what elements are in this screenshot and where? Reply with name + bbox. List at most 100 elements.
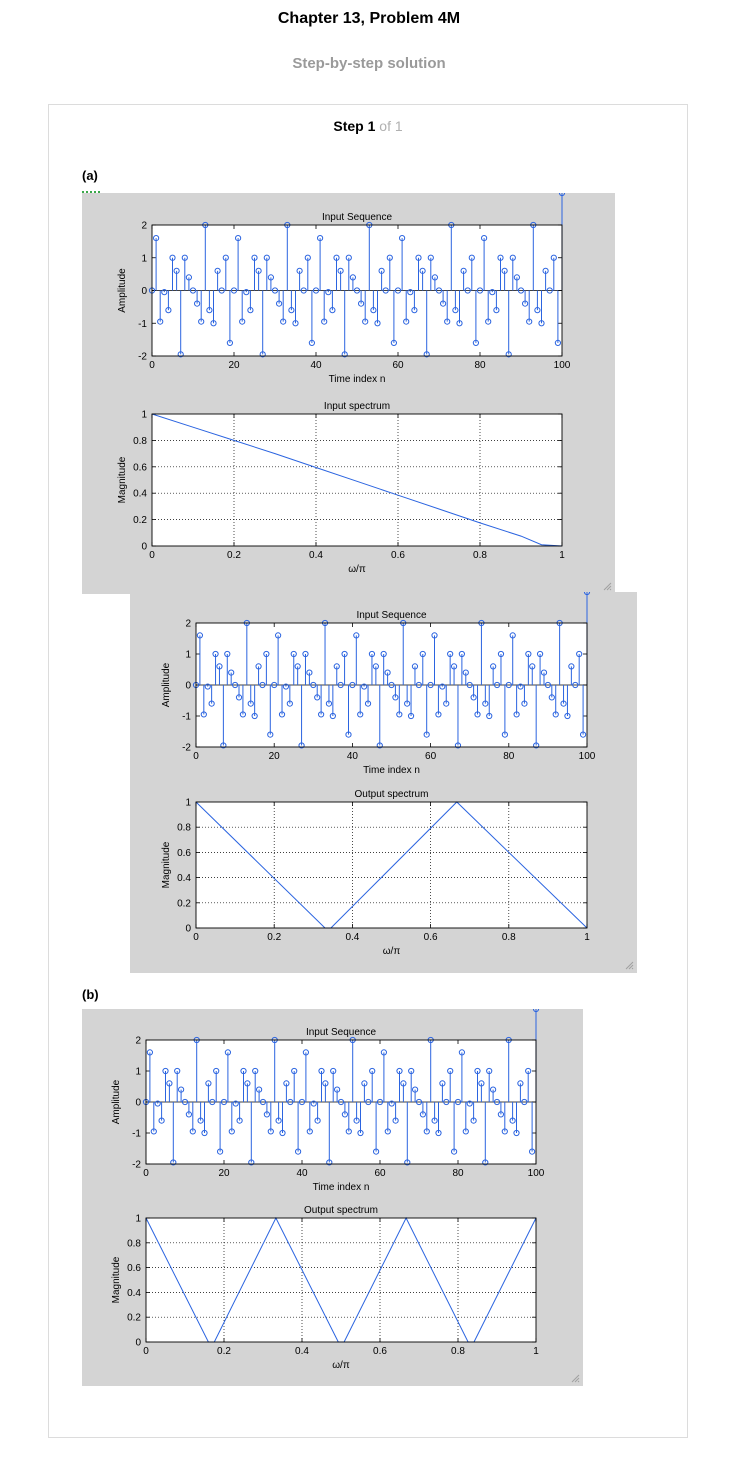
stem-marker <box>564 712 571 720</box>
tick-label-y: -2 <box>182 743 191 754</box>
stem-marker <box>263 254 270 261</box>
stem-marker <box>321 318 328 325</box>
tick-label-y: 0.6 <box>133 462 147 473</box>
stem-marker <box>552 711 559 718</box>
stem-marker <box>493 681 501 689</box>
stem-marker <box>419 1111 426 1118</box>
stem-marker <box>306 1128 313 1135</box>
tick-label-y: -1 <box>132 1129 141 1140</box>
stem-marker <box>568 663 575 670</box>
stem-marker <box>251 254 258 261</box>
stem-marker <box>447 1067 454 1075</box>
stem-marker <box>444 318 451 325</box>
stem-marker <box>572 681 579 689</box>
stem-marker <box>310 1100 317 1107</box>
axes-4: 0 20 40 60 80 100 -2 -1 0 1 2 Input Sequence Time in… <box>111 1009 545 1193</box>
step-number: 1 <box>367 118 376 134</box>
stem-marker <box>583 592 591 596</box>
tick-label-y: 0 <box>135 1098 141 1109</box>
stem-marker <box>322 1080 329 1087</box>
stem-marker <box>361 1080 368 1087</box>
stem-marker <box>358 300 365 307</box>
stem-marker <box>513 711 520 718</box>
stem-marker <box>386 254 393 261</box>
resize-grip-icon[interactable] <box>570 1373 580 1383</box>
tick-label-x: 0 <box>143 1346 149 1357</box>
stem-marker <box>166 1080 173 1087</box>
stem-marker <box>497 254 504 261</box>
tick-label-x: 0 <box>193 751 199 762</box>
stem-marker <box>341 351 348 358</box>
stem-marker <box>306 669 313 676</box>
stem-marker <box>154 1100 161 1107</box>
stem-marker <box>280 318 287 325</box>
stem-marker <box>185 1111 193 1118</box>
tick-label-y: -1 <box>138 319 147 330</box>
stem-marker <box>310 681 317 689</box>
stem-marker <box>174 1067 181 1075</box>
stem-marker <box>439 683 446 690</box>
stem-marker <box>275 632 282 639</box>
stem-marker <box>170 1159 177 1166</box>
stem-marker <box>302 1049 309 1056</box>
figure-a-output: 0 20 40 60 80 100 -2 -1 0 1 2 Input Sequence Time in… <box>130 592 637 973</box>
stem-marker <box>357 1129 364 1137</box>
axes-5: 0 0.2 0.4 0.6 0.8 1 0 0.2 0.4 0.6 0.8 1 Output spect… <box>111 1205 539 1371</box>
tick-label-y: 1 <box>141 253 147 264</box>
tick-label-y: 0 <box>141 286 147 297</box>
tick-label-y: 1 <box>135 1067 141 1078</box>
stem-marker <box>276 300 283 307</box>
tick-label-x: 0 <box>149 360 155 371</box>
tick-label-y: -2 <box>138 352 147 363</box>
resize-grip-icon[interactable] <box>602 581 612 591</box>
tick-label-y: 0 <box>135 1338 141 1349</box>
stem-marker <box>447 650 454 658</box>
page-title: Chapter 13, Problem 4M <box>277 10 461 27</box>
stem-marker <box>505 351 512 358</box>
stem-marker <box>189 1128 196 1135</box>
tick-label-y: 1 <box>185 798 191 809</box>
stem-marker <box>509 1117 516 1124</box>
stem-marker <box>326 1159 333 1166</box>
stem-marker <box>427 254 434 261</box>
stem-marker <box>279 1129 286 1137</box>
chart-title: Input Sequence <box>356 610 426 621</box>
stem-marker <box>271 287 279 294</box>
stem-marker <box>210 320 217 327</box>
step-heading: Step 1 of 1 <box>49 118 687 134</box>
stem-marker <box>298 742 305 749</box>
stem-marker <box>232 1100 239 1107</box>
stem-marker <box>493 307 500 314</box>
tick-label-x: 100 <box>528 1168 545 1179</box>
stem-marker <box>162 1067 169 1075</box>
axes-1: 0 0.2 0.4 0.6 0.8 1 0 0.2 0.4 0.6 0.8 1 Input spectr… <box>117 401 565 575</box>
stem-marker <box>513 1129 520 1137</box>
stem-marker <box>481 235 488 242</box>
stem-marker <box>247 307 254 314</box>
stem-marker <box>357 711 364 718</box>
stem-marker <box>466 1100 473 1107</box>
stem-marker <box>255 267 262 274</box>
stem-marker <box>501 1128 508 1135</box>
stem-marker <box>217 1148 224 1155</box>
stem-marker <box>197 1117 204 1124</box>
stem-marker <box>330 1067 337 1075</box>
tick-label-y: 2 <box>141 221 147 232</box>
stem-marker <box>431 274 438 281</box>
stem-marker <box>228 1128 235 1135</box>
resize-grip-icon[interactable] <box>624 960 634 970</box>
stem-marker <box>501 731 508 738</box>
plot-area <box>146 1218 536 1342</box>
tick-label-y: 0.8 <box>133 436 147 447</box>
stem-marker <box>317 235 324 242</box>
stem-marker <box>534 307 541 314</box>
stem-marker <box>287 1098 294 1106</box>
stem-marker <box>181 254 188 261</box>
tick-label-x: 0.2 <box>267 932 281 943</box>
stem-marker <box>579 731 587 738</box>
tick-label-x: 0 <box>193 932 199 943</box>
stem-marker <box>220 742 227 749</box>
stem-marker <box>177 351 184 358</box>
stem-marker <box>431 632 438 639</box>
